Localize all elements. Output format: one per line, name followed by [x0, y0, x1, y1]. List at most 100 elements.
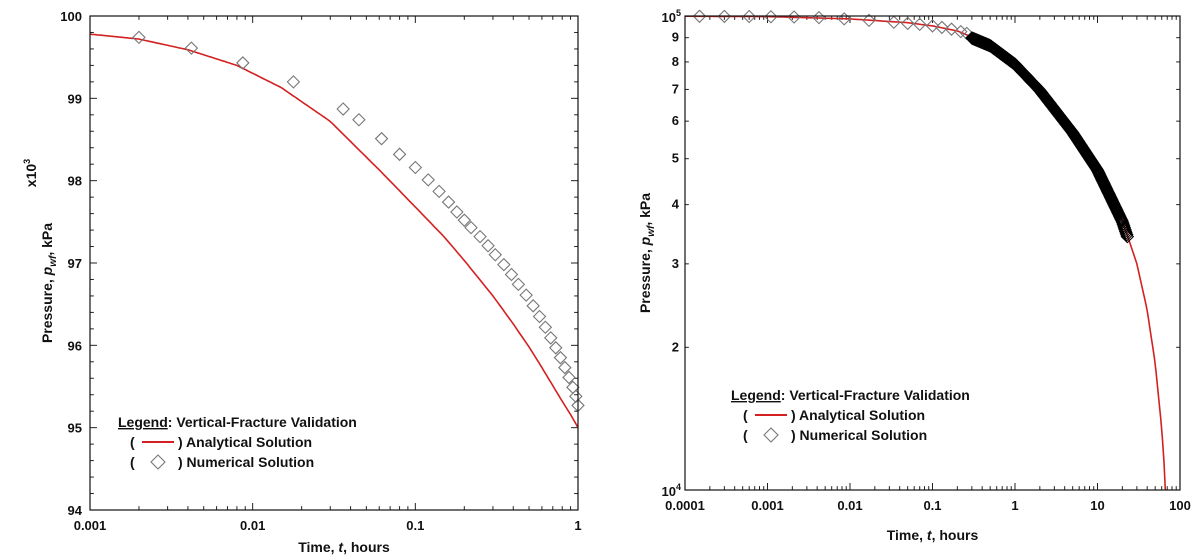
- x-axis-label: Time, t, hours: [298, 539, 390, 555]
- data-point-numerical: [692, 9, 707, 24]
- x-tick-label: 0.0001: [665, 498, 705, 513]
- data-point-numerical: [1118, 222, 1132, 237]
- numerical-dense-band: [965, 31, 1135, 244]
- x-tick-label: 0.1: [923, 498, 941, 513]
- legend-open-paren: (: [743, 427, 748, 443]
- data-point-numerical: [408, 160, 423, 175]
- y-multiplier: x103: [22, 159, 39, 187]
- x-tick-label: 0.1: [406, 518, 424, 533]
- y-minor-tick-label: 7: [672, 81, 679, 96]
- data-point-numerical: [912, 17, 927, 32]
- x-tick-label: 0.001: [74, 518, 107, 533]
- plot-frame: [684, 15, 1181, 491]
- data-point-numerical: [569, 389, 583, 404]
- chart-left: 0.001 0.01 0.1 1 94 95 96 97 98 99 100 x103 Pressure…: [22, 9, 585, 555]
- data-point-numerical: [184, 41, 199, 55]
- data-point-numerical: [132, 30, 146, 45]
- data-point-numerical: [286, 75, 301, 89]
- y-minor-tick-label: 9: [672, 30, 679, 45]
- data-point-numerical: [787, 10, 801, 24]
- x-tick-label: 1: [574, 518, 581, 533]
- data-point-numerical: [504, 267, 519, 282]
- data-point-numerical: [900, 16, 915, 31]
- data-point-numerical: [543, 331, 558, 345]
- legend-title: Legend: Vertical-Fracture Validation: [731, 387, 970, 403]
- data-point-numerical: [441, 195, 456, 209]
- data-point-numerical: [1119, 228, 1134, 242]
- legend-title: Legend: Vertical-Fracture Validation: [118, 414, 357, 430]
- data-point-numerical: [432, 184, 446, 199]
- data-point-numerical: [538, 320, 553, 334]
- legend-open-paren: (: [743, 407, 748, 423]
- y-minor-tick-label: 4: [672, 197, 680, 212]
- data-point-numerical: [488, 247, 503, 262]
- legend-entry-1: ) Numerical Solution: [178, 454, 314, 470]
- data-point-numerical: [1118, 224, 1133, 239]
- data-point-numerical: [1119, 226, 1133, 240]
- y-tick-label: 96: [68, 338, 82, 353]
- y-tick-label: 98: [68, 174, 82, 189]
- data-point-numerical: [519, 288, 533, 302]
- legend-open-paren: (: [130, 434, 135, 450]
- data-point-numerical: [548, 341, 563, 355]
- legend-open-paren: (: [130, 454, 135, 470]
- y-minor-tick-label: 3: [672, 256, 679, 271]
- data-point-numerical: [421, 173, 435, 187]
- data-point-numerical: [742, 9, 756, 24]
- data-point-numerical: [558, 360, 572, 375]
- x-tick-label: 1: [1011, 498, 1018, 513]
- data-point-numerical: [450, 205, 464, 219]
- y-major-tick-label: 105: [662, 8, 681, 25]
- data-point-numerical: [562, 370, 576, 385]
- y-tick-label: 100: [60, 9, 82, 24]
- y-tick-label: 94: [68, 503, 83, 518]
- legend-entry-0: ) Analytical Solution: [791, 407, 925, 423]
- x-axis-label: Time, t, hours: [887, 527, 979, 543]
- data-point-numerical: [1120, 229, 1135, 244]
- x-tick-label: 10: [1090, 498, 1104, 513]
- data-point-numerical: [236, 56, 250, 70]
- data-point-numerical: [862, 13, 876, 28]
- data-point-numerical: [925, 19, 940, 33]
- data-point-numerical: [473, 229, 487, 244]
- data-point-numerical: [497, 257, 511, 272]
- y-axis-label: Pressure, pwf, kPa: [637, 193, 657, 313]
- data-point-numerical: [553, 350, 568, 365]
- y-tick-label: 97: [68, 256, 82, 271]
- y-tick-label: 99: [68, 91, 82, 106]
- data-point-numerical: [935, 20, 949, 35]
- data-point-numerical: [374, 131, 389, 146]
- legend-diamond-swatch: [763, 427, 779, 443]
- x-tick-label: 0.01: [837, 498, 862, 513]
- x-tick-label: 0.01: [240, 518, 265, 533]
- x-tick-label: 0.001: [751, 498, 784, 513]
- data-point-numerical: [837, 12, 851, 26]
- data-point-numerical: [526, 299, 540, 313]
- series-analytical-line: [90, 33, 578, 429]
- data-point-numerical: [457, 213, 472, 227]
- data-point-numerical: [336, 102, 350, 116]
- data-point-numerical: [511, 277, 526, 292]
- data-point-numerical: [532, 309, 547, 324]
- chart-right: 0.0001 0.001 0.01 0.1 1 10 100 2 3 4 5 6 7 8 9 104 105 Pr…: [637, 8, 1191, 543]
- legend-diamond-swatch: [150, 454, 166, 470]
- data-point-numerical: [352, 112, 366, 127]
- y-major-tick-label: 104: [662, 482, 681, 499]
- data-point-numerical: [464, 220, 478, 235]
- y-minor-tick-label: 6: [672, 113, 679, 128]
- y-minor-tick-label: 8: [672, 54, 679, 69]
- y-axis-label: Pressure, pwf, kPa: [39, 223, 59, 343]
- legend-entry-0: ) Analytical Solution: [178, 434, 312, 450]
- data-point-numerical: [481, 238, 495, 253]
- data-point-numerical: [887, 15, 901, 30]
- x-tick-label: 100: [1169, 498, 1191, 513]
- y-minor-tick-label: 5: [672, 151, 679, 166]
- data-point-numerical: [392, 147, 407, 162]
- y-tick-label: 95: [68, 421, 82, 436]
- data-point-numerical: [764, 9, 778, 24]
- data-point-numerical: [944, 22, 959, 36]
- series-analytical-line: [685, 16, 1167, 490]
- plot-frame: [89, 15, 579, 511]
- data-point-numerical: [717, 9, 732, 24]
